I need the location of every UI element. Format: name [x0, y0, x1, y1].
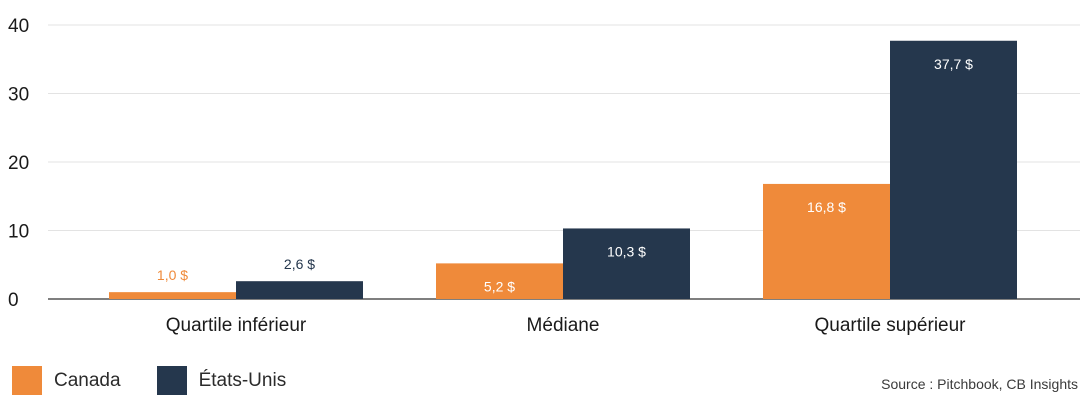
bar-canada [763, 183, 890, 299]
bar-us [890, 40, 1017, 299]
legend-swatch-canada [12, 366, 42, 395]
bar-us [563, 228, 690, 299]
y-tick-label: 20 [8, 153, 29, 174]
legend-swatch-us [156, 366, 187, 395]
y-tick-label: 40 [8, 16, 29, 37]
legend-item-us: États-Unis [156, 366, 287, 395]
x-category-label: Quartile inférieur [166, 315, 307, 336]
data-label: 10,3 $ [607, 243, 646, 259]
y-tick-label: 10 [8, 222, 29, 243]
legend-item-canada: Canada [12, 366, 121, 395]
data-label: 16,8 $ [807, 199, 846, 215]
x-category-label: Quartile supérieur [814, 315, 966, 336]
data-label: 2,6 $ [284, 256, 315, 272]
legend: Canada États-Unis [12, 366, 322, 395]
bar-us [236, 281, 363, 299]
y-tick-label: 0 [8, 290, 19, 311]
data-label: 1,0 $ [157, 267, 188, 283]
bar-canada [436, 263, 563, 299]
source-note: Source : Pitchbook, CB Insights [881, 376, 1078, 392]
bar-chart: 0 10 20 30 40 1,0 $ 2,6 $ Quartile inférieur 5,2… [8, 16, 1080, 336]
y-tick-label: 30 [8, 85, 29, 106]
data-label: 37,7 $ [934, 56, 973, 72]
bar-canada [109, 292, 236, 299]
data-label: 5,2 $ [484, 278, 515, 294]
x-category-label: Médiane [527, 315, 600, 336]
legend-label-us: États-Unis [198, 369, 287, 391]
legend-label-canada: Canada [54, 369, 121, 391]
